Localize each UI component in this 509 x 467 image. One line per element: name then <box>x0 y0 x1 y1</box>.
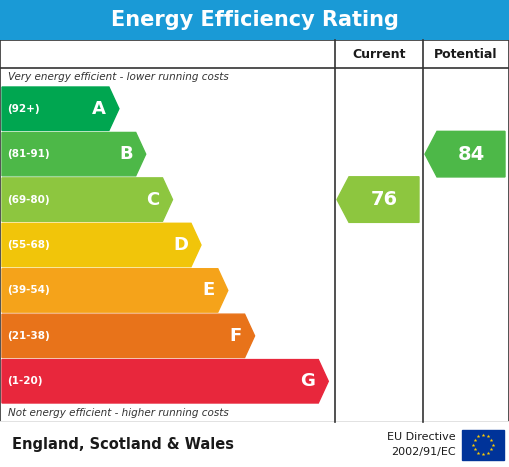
Text: A: A <box>92 100 106 118</box>
Text: 84: 84 <box>458 145 485 163</box>
Text: Potential: Potential <box>434 48 498 61</box>
Text: EU Directive: EU Directive <box>387 432 456 443</box>
Text: C: C <box>146 191 159 209</box>
Text: (55-68): (55-68) <box>7 240 50 250</box>
Text: D: D <box>173 236 188 254</box>
Text: (69-80): (69-80) <box>7 195 49 205</box>
Polygon shape <box>2 223 201 267</box>
Text: B: B <box>119 145 133 163</box>
Bar <box>0 40 509 422</box>
Text: (21-38): (21-38) <box>7 331 50 341</box>
Polygon shape <box>2 314 254 358</box>
Text: 76: 76 <box>371 190 398 209</box>
Polygon shape <box>2 269 228 312</box>
Text: Energy Efficiency Rating: Energy Efficiency Rating <box>110 10 399 30</box>
Bar <box>462 430 504 460</box>
Text: G: G <box>300 372 315 390</box>
Text: Current: Current <box>352 48 406 61</box>
Polygon shape <box>337 177 419 222</box>
Polygon shape <box>2 133 146 176</box>
Polygon shape <box>2 178 173 221</box>
Text: England, Scotland & Wales: England, Scotland & Wales <box>12 437 234 452</box>
Text: Very energy efficient - lower running costs: Very energy efficient - lower running co… <box>8 72 229 82</box>
Text: Not energy efficient - higher running costs: Not energy efficient - higher running co… <box>8 408 229 418</box>
Text: F: F <box>230 327 242 345</box>
Text: (92+): (92+) <box>7 104 40 113</box>
Text: (39-54): (39-54) <box>7 285 50 296</box>
Bar <box>0 422 509 467</box>
Text: (81-91): (81-91) <box>7 149 49 159</box>
Polygon shape <box>425 131 505 177</box>
Bar <box>0 0 509 40</box>
Text: E: E <box>203 282 215 299</box>
Polygon shape <box>2 87 119 130</box>
Polygon shape <box>2 360 328 403</box>
Text: 2002/91/EC: 2002/91/EC <box>391 446 456 457</box>
Text: (1-20): (1-20) <box>7 376 42 386</box>
